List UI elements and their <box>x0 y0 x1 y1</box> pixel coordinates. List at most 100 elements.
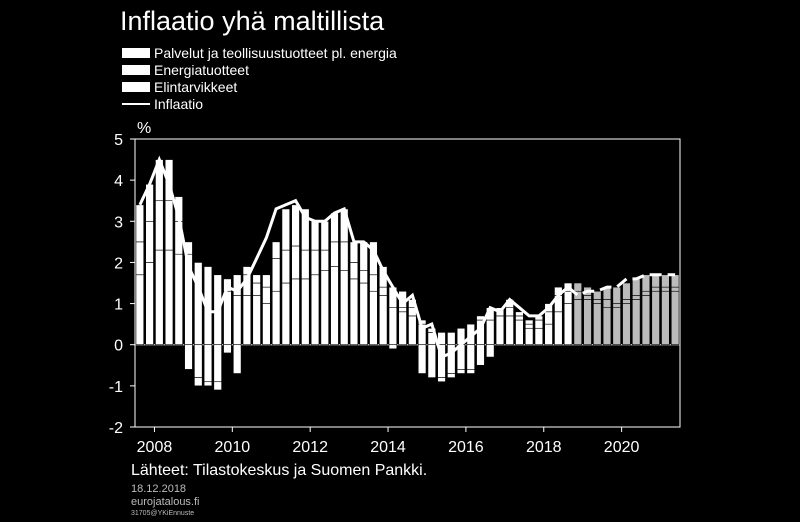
bar-segment-energy <box>310 249 320 276</box>
legend-swatch-food <box>122 81 150 92</box>
bar-segment-food <box>330 212 339 243</box>
bar-segment-services <box>495 315 505 346</box>
x-tick-label: 2018 <box>526 439 562 456</box>
legend-swatch-services <box>122 47 150 58</box>
bar-segment-food <box>262 274 271 288</box>
y-tick-label: 1 <box>114 297 123 314</box>
x-tick-label: 2010 <box>215 439 251 456</box>
bar-segment-energy <box>262 286 271 304</box>
bar-segment-energy <box>593 299 602 304</box>
bar-segment-energy <box>524 323 534 329</box>
bar-segment-energy <box>194 344 203 378</box>
bar-segment-services <box>349 278 359 346</box>
bar-segment-energy <box>476 344 485 366</box>
bar-segment-energy <box>252 282 261 296</box>
bar-segment-food <box>213 381 222 391</box>
bar-segment-services <box>291 278 300 346</box>
inflation-line <box>138 155 570 360</box>
bar-segment-services <box>252 295 261 346</box>
bar-segment-services <box>622 303 631 346</box>
bar-segment-food <box>232 344 242 374</box>
bar-segment-services <box>145 262 154 346</box>
y-tick-label: 0 <box>114 338 123 355</box>
bar-segment-energy <box>135 241 145 276</box>
bar-segment-services <box>281 282 291 346</box>
bar-segment-food <box>203 381 213 387</box>
bar-segment-food <box>515 311 524 317</box>
bar-segment-services <box>262 303 271 346</box>
bar-segment-energy <box>291 245 300 280</box>
bar-segment-energy <box>369 274 378 292</box>
bar-segment-food <box>447 373 456 378</box>
bar-segment-services <box>194 262 203 346</box>
bar-segment-energy <box>622 299 631 304</box>
bar-segment-food <box>281 208 291 251</box>
bar-segment-energy <box>378 286 388 296</box>
bar-segment-services <box>174 253 183 346</box>
legend-label-energy: Energiatuotteet <box>154 61 249 78</box>
bar-segment-services <box>651 290 660 346</box>
bar-segment-energy <box>349 262 359 280</box>
bar-segment-food <box>524 319 534 325</box>
bar-segment-food <box>194 377 203 387</box>
bar-segment-food <box>349 241 359 263</box>
bar-segment-services <box>330 266 339 346</box>
bar-segment-food <box>456 369 466 374</box>
bar-segment-services <box>447 332 456 346</box>
bar-segment-services <box>641 295 651 346</box>
publication-date: 18.12.2018 <box>131 483 187 495</box>
y-tick-label: -2 <box>109 420 123 437</box>
bar-segment-energy <box>320 249 329 271</box>
bar-segment-services <box>573 299 583 346</box>
bar-segment-food <box>301 208 310 251</box>
bar-segment-food <box>252 274 261 284</box>
bar-segment-services <box>378 295 388 346</box>
bar-segment-services <box>398 311 407 346</box>
legend: Palvelut ja teollisuustuotteet pl. energ… <box>122 44 397 112</box>
bar-segment-energy <box>602 299 612 308</box>
bar-segment-services <box>408 315 417 346</box>
bar-segment-energy <box>651 286 660 292</box>
bar-segment-services <box>164 249 174 346</box>
bar-segment-food <box>437 377 446 383</box>
bar-segment-services <box>320 270 329 346</box>
bar-segment-food <box>622 282 631 300</box>
bar-segment-energy <box>155 200 164 251</box>
bar-segment-services <box>670 290 680 346</box>
legend-item-food: Elintarvikkeet <box>122 78 397 95</box>
bar-segment-energy <box>184 344 193 370</box>
y-axis-label: % <box>137 120 151 137</box>
bar-segment-energy <box>466 344 475 370</box>
bar-segment-services <box>310 274 320 346</box>
chart-code: 31705@YKiEnnuste <box>131 510 195 517</box>
legend-item-services: Palvelut ja teollisuustuotteet pl. energ… <box>122 44 397 61</box>
bar-segment-energy <box>164 200 174 251</box>
bar-segment-services <box>340 270 349 346</box>
bar-segment-energy <box>301 249 310 280</box>
source-note: Lähteet: Tilastokeskus ja Suomen Pankki. <box>131 462 428 479</box>
y-tick-label: -1 <box>109 379 123 396</box>
bar-segment-services <box>223 290 232 346</box>
bar-segment-food <box>661 274 670 288</box>
bar-segment-services <box>232 295 242 346</box>
bar-segment-services <box>563 303 573 346</box>
bar-segment-services <box>661 290 670 346</box>
bar-segment-services <box>632 299 641 346</box>
bar-segment-energy <box>398 307 407 313</box>
bar-segment-energy <box>612 303 621 308</box>
bar-segment-services <box>612 307 621 346</box>
plot-frame <box>134 138 681 428</box>
bar-segment-services <box>524 327 534 346</box>
bar-segment-energy <box>203 344 213 383</box>
bar-segment-food <box>632 278 641 296</box>
legend-label-food: Elintarvikkeet <box>154 78 238 95</box>
bar-segment-services <box>135 274 145 346</box>
bar-segment-energy <box>340 241 349 271</box>
bar-segment-services <box>271 290 281 346</box>
bar-segment-energy <box>427 344 437 378</box>
bar-segment-food <box>641 274 651 292</box>
bar-segment-energy <box>534 319 544 329</box>
site-name: eurojatalous.fi <box>131 496 200 508</box>
bar-segment-services <box>155 249 164 346</box>
bar-segment-energy <box>661 286 670 292</box>
